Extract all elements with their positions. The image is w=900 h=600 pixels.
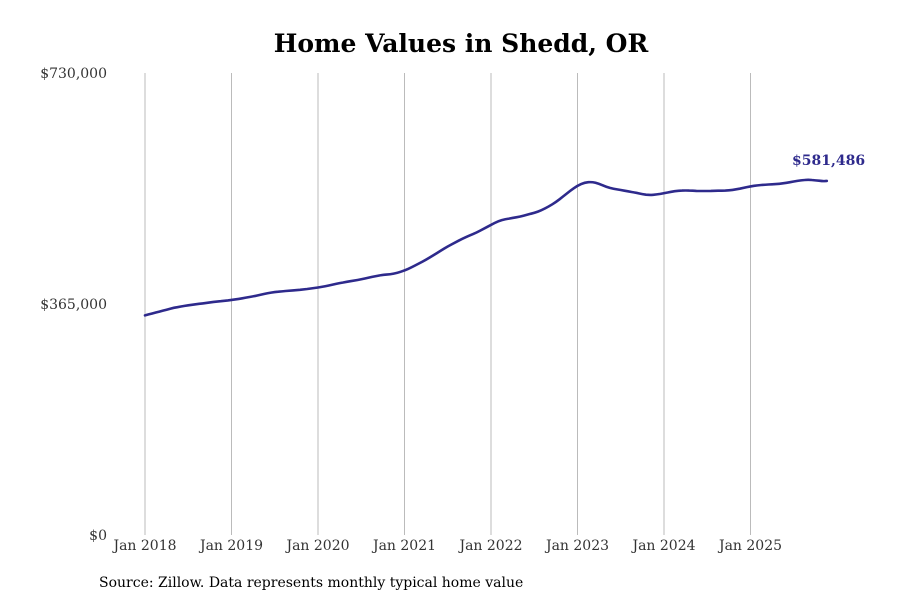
x-tick-label: Jan 2019 <box>198 538 263 554</box>
grid-lines <box>144 73 751 535</box>
x-tick-label: Jan 2021 <box>371 538 436 554</box>
y-tick-label: $730,000 <box>40 66 107 82</box>
x-tick-label: Jan 2024 <box>630 538 695 554</box>
chart-title: Home Values in Shedd, OR <box>274 29 649 58</box>
y-tick-label: $365,000 <box>40 297 107 313</box>
x-axis-ticks: Jan 2018 Jan 2019 Jan 2020 Jan 2021 Jan 2022… <box>111 538 782 554</box>
end-value-label: $581,486 <box>792 153 865 169</box>
x-tick-label: Jan 2018 <box>111 538 176 554</box>
y-tick-label: $0 <box>89 528 107 544</box>
x-tick-label: Jan 2020 <box>284 538 349 554</box>
x-tick-label: Jan 2025 <box>717 538 782 554</box>
source-note: Source: Zillow. Data represents monthly … <box>99 575 523 591</box>
y-axis-ticks: $0 $365,000 $730,000 <box>40 66 107 544</box>
series-line <box>143 178 829 317</box>
x-tick-label: Jan 2023 <box>544 538 609 554</box>
x-tick-label: Jan 2022 <box>457 538 522 554</box>
